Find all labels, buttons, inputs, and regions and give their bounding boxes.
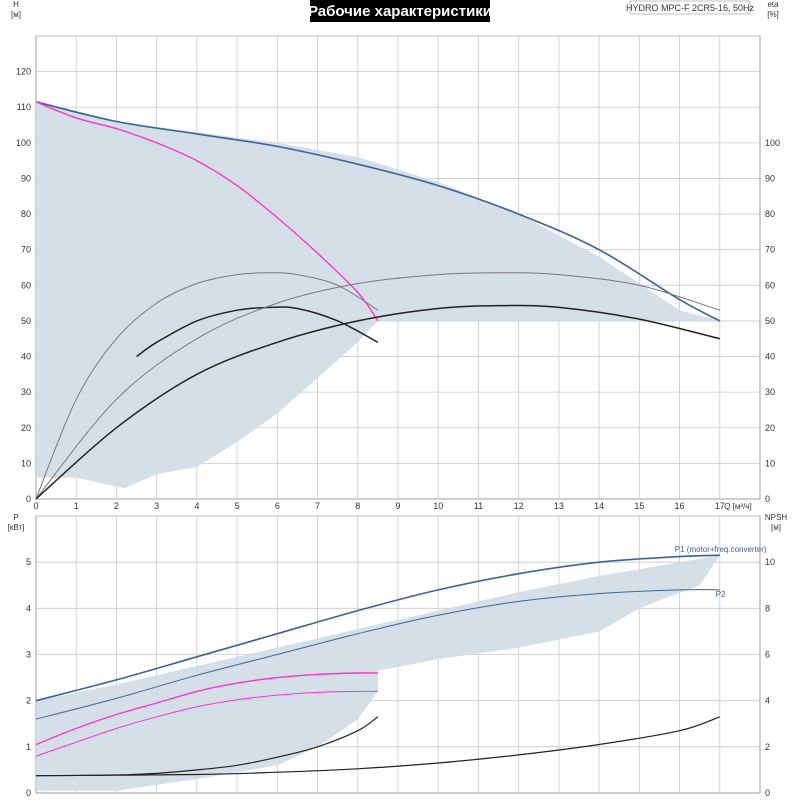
y-right-tick-label: 30 [765, 387, 775, 397]
y-left-tick-label: 50 [21, 316, 31, 326]
y-left-tick-label: 5 [26, 557, 31, 567]
x-tick-label: 1 [74, 501, 79, 511]
series-label-P1-2-pumps: P1 (motor+freq.converter) [675, 545, 767, 554]
x-tick-label: 3 [154, 501, 159, 511]
model-label: HYDRO MPC-F 2CR5-16, 50Hz [626, 0, 755, 15]
y-left-tick-label: 4 [26, 603, 31, 613]
head-efficiency-panel: 0102030405060708090100110120010203040506… [16, 35, 780, 511]
y-right-tick-label: 8 [765, 603, 770, 613]
y-left-tick-label: 0 [26, 494, 31, 504]
bottom-y-right-label: NPSH [765, 513, 787, 522]
y-left-tick-label: 20 [21, 423, 31, 433]
y-right-tick-label: 0 [765, 788, 770, 798]
curve-P2-1-pump [35, 690, 378, 757]
y-left-tick-label: 40 [21, 352, 31, 362]
series-label-P2-2-pumps: P2 [716, 590, 726, 599]
title-box [310, 0, 490, 22]
top-y-left-label: H [13, 0, 19, 9]
curve-P2-2-pumps [35, 589, 720, 720]
y-right-tick-label: 2 [765, 742, 770, 752]
y-right-tick-label: 6 [765, 650, 770, 660]
y-left-tick-label: 1 [26, 742, 31, 752]
y-left-tick-label: 110 [17, 102, 31, 112]
x-tick-label: 14 [594, 501, 604, 511]
curve-eta-grey-1 [35, 272, 379, 500]
x-tick-label: 17 [715, 501, 725, 511]
curve-head-2-pumps [35, 101, 721, 322]
y-right-tick-label: 80 [765, 209, 775, 219]
y-left-tick-label: 2 [26, 696, 31, 706]
y-left-tick-label: 60 [21, 280, 31, 290]
x-tick-label: 16 [675, 501, 685, 511]
y-right-tick-label: 4 [765, 696, 770, 706]
x-tick-label: 8 [355, 501, 360, 511]
x-tick-label: 4 [194, 501, 199, 511]
x-tick-label: 5 [235, 501, 240, 511]
y-left-tick-label: 120 [16, 67, 31, 77]
x-tick-label: 9 [395, 501, 400, 511]
y-left-tick-label: 3 [26, 650, 31, 660]
top-y-right-unit: [%] [767, 10, 779, 19]
x-tick-label: 10 [433, 501, 443, 511]
x-tick-label: 13 [554, 501, 564, 511]
y-left-tick-label: 80 [21, 209, 31, 219]
y-left-tick-label: 30 [21, 387, 31, 397]
y-left-tick-label: 70 [21, 245, 31, 255]
curve-head-1-pump [35, 101, 379, 322]
operating-envelope [36, 100, 720, 489]
y-right-tick-label: 40 [765, 352, 775, 362]
bottom-y-right-unit: [м] [771, 523, 781, 532]
y-left-tick-label: 0 [26, 788, 31, 798]
x-tick-label: 7 [315, 501, 320, 511]
y-left-tick-label: 90 [21, 173, 31, 183]
top-y-left-unit: [м] [11, 10, 21, 19]
model-box [629, 0, 751, 15]
title-text: Рабочие характеристики [308, 3, 492, 20]
curve-npsh-2-pumps [35, 716, 720, 777]
x-tick-label: 15 [634, 501, 644, 511]
y-right-tick-label: 0 [765, 494, 770, 504]
x-tick-label: 11 [474, 501, 483, 511]
bottom-y-left-unit: [кВт] [8, 523, 25, 532]
curve-P1-2-pumps [35, 554, 720, 702]
curve-eta-grey-2 [35, 272, 720, 500]
x-tick-label: 2 [114, 501, 119, 511]
curve-P1-1-pump [35, 672, 378, 746]
x-tick-label: 6 [275, 501, 280, 511]
x-tick-label: 0 [33, 501, 38, 511]
curve-eta-dark-1 [136, 306, 379, 358]
y-right-tick-label: 70 [765, 245, 775, 255]
model-text: HYDRO MPC-F 2CR5-16, 50Hz [626, 3, 755, 13]
x-axis-label: Q [м³/ч] [724, 502, 751, 511]
bottom-y-left-label: P [13, 513, 18, 522]
y-right-tick-label: 90 [765, 173, 775, 183]
y-left-tick-label: 100 [16, 138, 31, 148]
y-right-tick-label: 50 [765, 316, 775, 326]
power-npsh-panel: 0 1 2 3 4 5 0 2 4 6 8 10 P1 (motor+freq.converter) P2 [26, 515, 775, 798]
y-right-tick-label: 20 [765, 423, 775, 433]
top-y-right-label: eta [767, 0, 779, 9]
y-right-tick-label: 10 [765, 458, 775, 468]
y-right-tick-label: 100 [765, 138, 780, 148]
x-tick-label: 12 [514, 501, 524, 511]
y-left-tick-label: 10 [21, 458, 31, 468]
y-right-tick-label: 60 [765, 280, 775, 290]
chart-title: Рабочие характеристики [308, 0, 492, 22]
curve-eta-dark-2 [35, 304, 720, 500]
y-right-tick-label: 10 [765, 557, 775, 567]
